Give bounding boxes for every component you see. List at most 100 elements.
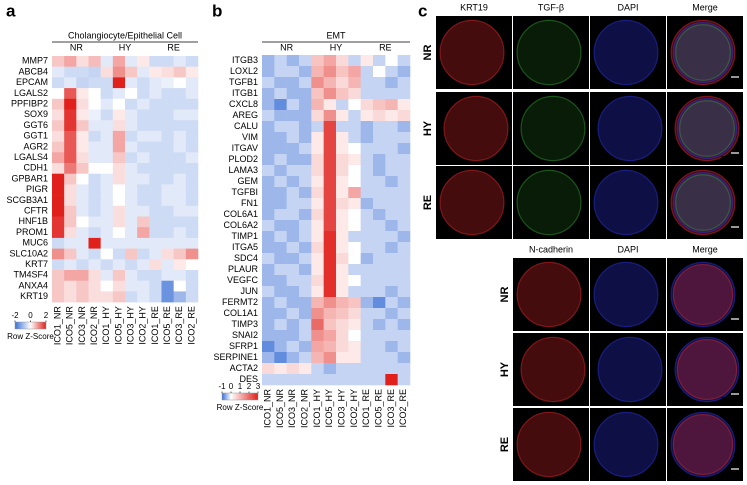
- heatmap-cell: [385, 275, 398, 287]
- heatmap-cell: [336, 143, 349, 155]
- heatmap-cell: [100, 184, 114, 196]
- row-label: SOX9: [24, 109, 48, 119]
- row-label: PIGR: [26, 184, 49, 194]
- heatmap-cell: [173, 280, 187, 292]
- heatmap-cell: [149, 109, 162, 121]
- heatmap-cell: [137, 130, 150, 142]
- heatmap-cell: [274, 242, 287, 254]
- heatmap-cell: [360, 88, 374, 100]
- heatmap-cell: [336, 99, 349, 111]
- panel-label: b: [212, 1, 222, 20]
- colorbar-tick-label: 3: [256, 382, 261, 391]
- heatmap-cell: [161, 280, 174, 292]
- heatmap-cell: [52, 205, 65, 217]
- heatmap-cell: [373, 209, 386, 221]
- heatmap-cell: [262, 176, 275, 188]
- heatmap-cell: [125, 141, 138, 153]
- heatmap-cell: [311, 341, 324, 353]
- heatmap-cell: [112, 130, 126, 142]
- heatmap-cell: [64, 259, 77, 271]
- heatmap-cell: [76, 66, 89, 78]
- heatmap-cell: [161, 195, 174, 207]
- row-label: PROM1: [16, 227, 48, 237]
- heatmap-cell: [149, 248, 162, 260]
- column-label: ICO2_HY: [349, 389, 359, 428]
- heatmap-cell: [149, 216, 162, 228]
- heatmap-cell: [149, 98, 162, 110]
- heatmap-cell: [52, 56, 65, 67]
- heatmap-cell: [274, 121, 287, 133]
- heatmap-cell: [385, 308, 398, 320]
- heatmap-cell: [286, 121, 300, 133]
- heatmap-cell: [88, 98, 101, 110]
- heatmap-cell: [185, 259, 199, 271]
- image-row-label: RE: [499, 437, 511, 452]
- row-label: COL1A1: [223, 308, 258, 318]
- heatmap-cell: [137, 66, 150, 78]
- heatmap-cell: [262, 231, 275, 243]
- heatmap-cell: [373, 319, 386, 331]
- row-label: SDC4: [234, 253, 258, 263]
- heatmap-cell: [274, 209, 287, 221]
- heatmap-cell: [137, 248, 150, 260]
- colorbar-tick-label: -2: [11, 311, 19, 320]
- heatmap-cell: [76, 56, 89, 67]
- heatmap-cell: [336, 275, 349, 287]
- heatmap-cell: [161, 184, 174, 196]
- heatmap-cell: [385, 176, 398, 188]
- heatmap-cell: [262, 165, 275, 177]
- heatmap-cell: [88, 270, 101, 281]
- heatmap-cell: [336, 209, 349, 221]
- image-row-label: RE: [422, 195, 434, 210]
- heatmap-cell: [385, 132, 398, 144]
- heatmap-cell: [397, 374, 411, 386]
- row-label: MMP7: [22, 56, 48, 66]
- heatmap-cell: [286, 297, 300, 309]
- heatmap-cell: [323, 330, 337, 342]
- heatmap-cell: [373, 77, 386, 89]
- heatmap-cell: [149, 173, 162, 185]
- heatmap-cell: [88, 291, 101, 303]
- heatmap-cell: [149, 77, 162, 89]
- heatmap-cell: [323, 66, 337, 78]
- row-label: PPFIBP2: [11, 99, 48, 109]
- heatmap-cell: [137, 163, 150, 174]
- heatmap-cell: [64, 109, 77, 121]
- row-label: GGT1: [23, 131, 48, 141]
- heatmap-cell: [112, 259, 126, 271]
- heatmap-cell: [274, 286, 287, 298]
- heatmap-cell: [397, 77, 411, 89]
- stain: [593, 411, 659, 478]
- heatmap-cell: [299, 121, 312, 133]
- heatmap-cell: [286, 154, 300, 166]
- column-label: ICO2_NR: [89, 306, 99, 346]
- heatmap-cell: [311, 121, 324, 133]
- heatmap-cell: [299, 55, 312, 67]
- heatmap-cell: [385, 154, 398, 166]
- heatmap-cell: [373, 275, 386, 287]
- heatmap-cell: [286, 110, 300, 122]
- heatmap-cell: [348, 297, 361, 309]
- heatmap-cell: [397, 198, 411, 210]
- heatmap-cell: [100, 280, 114, 292]
- heatmap-cell: [173, 77, 187, 89]
- heatmap-cell: [323, 286, 337, 298]
- stain: [670, 19, 736, 86]
- heatmap-cell: [185, 291, 199, 303]
- row-label: SFRP1: [229, 341, 258, 351]
- heatmap-cell: [112, 270, 126, 281]
- heatmap-cell: [299, 297, 312, 309]
- row-label: MUC6: [22, 238, 48, 248]
- heatmap-cell: [100, 205, 114, 217]
- heatmap-cell: [274, 341, 287, 353]
- group-label: RE: [167, 42, 180, 52]
- heatmap-cell: [262, 286, 275, 298]
- stain: [674, 336, 740, 403]
- heatmap-cell: [299, 198, 312, 210]
- heatmap-cell: [286, 176, 300, 188]
- heatmap-cell: [299, 275, 312, 287]
- heatmap-cell: [52, 248, 65, 260]
- heatmap-cell: [373, 374, 386, 386]
- heatmap-cell: [262, 187, 275, 199]
- heatmap-cell: [76, 237, 89, 249]
